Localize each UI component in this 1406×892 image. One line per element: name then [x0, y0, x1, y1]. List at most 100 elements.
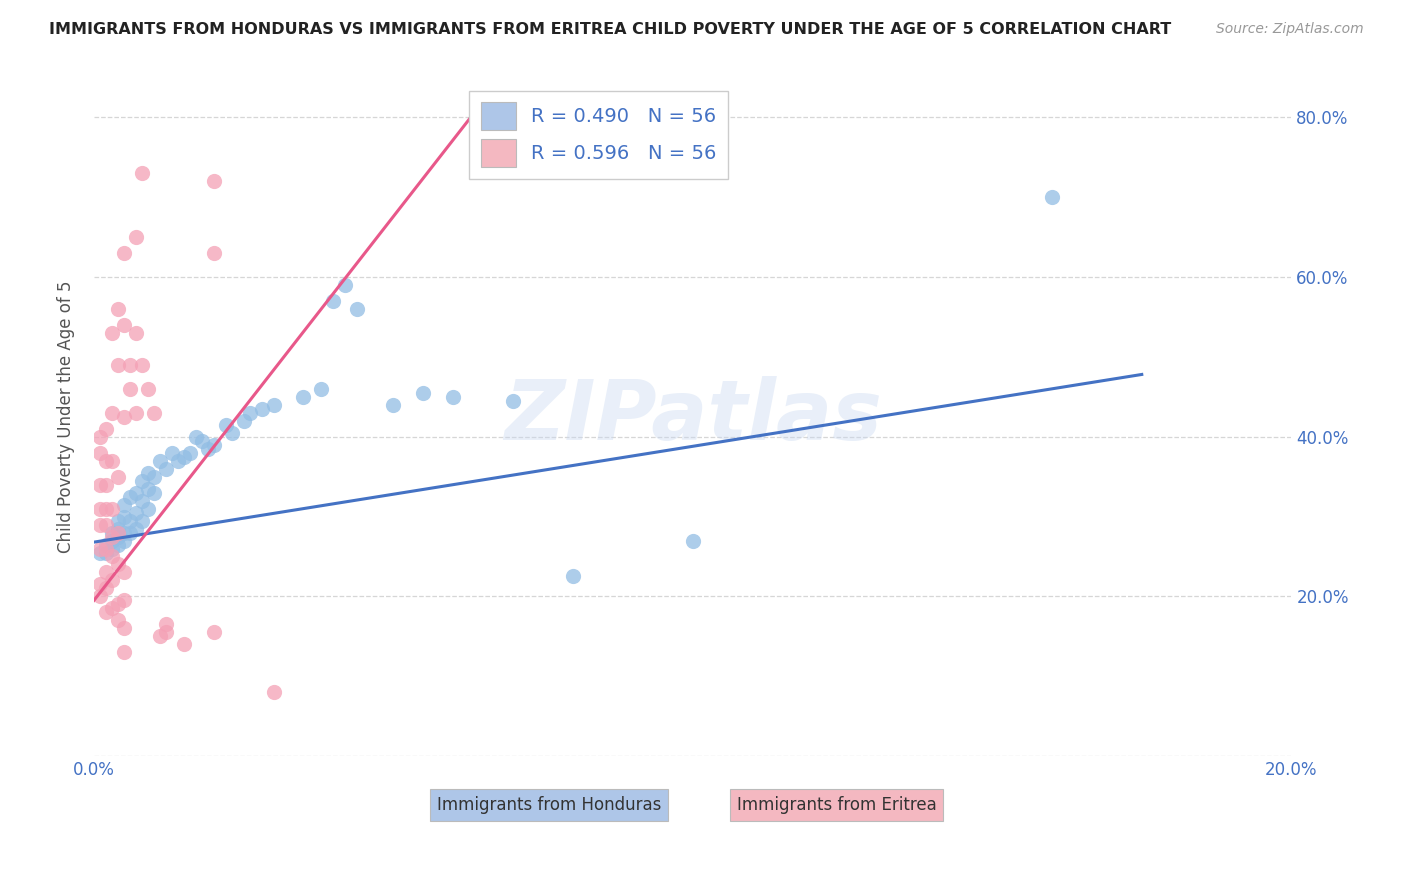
Point	[202, 438, 225, 452]
Point	[335, 278, 357, 293]
Point	[107, 558, 129, 572]
Point	[155, 617, 177, 632]
Point	[125, 406, 148, 420]
Point	[173, 637, 195, 651]
Point	[112, 498, 135, 512]
Text: Source: ZipAtlas.com: Source: ZipAtlas.com	[1216, 22, 1364, 37]
Point	[131, 474, 153, 488]
Point	[107, 301, 129, 316]
Point	[89, 541, 111, 556]
Point	[190, 434, 212, 448]
Point	[149, 629, 172, 643]
Point	[142, 469, 165, 483]
Point	[184, 430, 207, 444]
Legend: R = 0.490   N = 56, R = 0.596   N = 56: R = 0.490 N = 56, R = 0.596 N = 56	[468, 91, 728, 178]
Point	[125, 230, 148, 244]
Point	[94, 537, 117, 551]
Point	[112, 318, 135, 332]
Point	[202, 246, 225, 260]
Point	[112, 593, 135, 607]
Point	[94, 453, 117, 467]
Point	[125, 522, 148, 536]
Point	[160, 446, 183, 460]
Point	[382, 398, 405, 412]
Point	[89, 577, 111, 591]
Point	[136, 501, 159, 516]
Point	[118, 525, 141, 540]
Text: IMMIGRANTS FROM HONDURAS VS IMMIGRANTS FROM ERITREA CHILD POVERTY UNDER THE AGE : IMMIGRANTS FROM HONDURAS VS IMMIGRANTS F…	[49, 22, 1171, 37]
Point	[197, 442, 219, 456]
Point	[250, 401, 273, 416]
Point	[89, 590, 111, 604]
Point	[136, 482, 159, 496]
Point	[131, 514, 153, 528]
Point	[155, 625, 177, 640]
Point	[107, 530, 129, 544]
Point	[101, 326, 124, 340]
Point	[173, 450, 195, 464]
Point	[112, 645, 135, 659]
Point	[322, 293, 344, 308]
Point	[101, 541, 124, 556]
Point	[561, 569, 583, 583]
Point	[112, 525, 135, 540]
Point	[101, 406, 124, 420]
Point	[166, 453, 188, 467]
Point	[107, 525, 129, 540]
Point	[136, 382, 159, 396]
Point	[107, 613, 129, 627]
Point	[112, 621, 135, 635]
Point	[131, 358, 153, 372]
Point	[131, 166, 153, 180]
Point	[142, 406, 165, 420]
Point	[89, 517, 111, 532]
Text: Immigrants from Honduras: Immigrants from Honduras	[437, 796, 661, 814]
Point	[101, 549, 124, 564]
Point	[118, 382, 141, 396]
Point	[94, 422, 117, 436]
Point	[202, 625, 225, 640]
Point	[502, 393, 524, 408]
Point	[107, 469, 129, 483]
Point	[101, 533, 124, 548]
Point	[125, 326, 148, 340]
Point	[94, 582, 117, 596]
Point	[214, 417, 236, 432]
Point	[89, 477, 111, 491]
Point	[682, 533, 704, 548]
Y-axis label: Child Poverty Under the Age of 5: Child Poverty Under the Age of 5	[58, 280, 75, 553]
Point	[125, 485, 148, 500]
Point	[89, 501, 111, 516]
Point	[263, 398, 285, 412]
Point	[142, 485, 165, 500]
Point	[94, 501, 117, 516]
Point	[263, 685, 285, 699]
Point	[101, 525, 124, 540]
Point	[232, 414, 254, 428]
Point	[179, 446, 201, 460]
Point	[112, 409, 135, 424]
Point	[107, 514, 129, 528]
Point	[94, 517, 117, 532]
Point	[112, 246, 135, 260]
Point	[346, 301, 368, 316]
Point	[101, 501, 124, 516]
Point	[441, 390, 464, 404]
Point	[107, 522, 129, 536]
Point	[101, 530, 124, 544]
Point	[94, 477, 117, 491]
Point	[94, 545, 117, 559]
Point	[221, 425, 243, 440]
Point	[239, 406, 262, 420]
Point	[94, 566, 117, 580]
Point	[89, 446, 111, 460]
Point	[149, 453, 172, 467]
Point	[101, 453, 124, 467]
Point	[1040, 190, 1063, 204]
Point	[107, 537, 129, 551]
Point	[131, 493, 153, 508]
Point	[118, 490, 141, 504]
Text: Immigrants from Eritrea: Immigrants from Eritrea	[737, 796, 936, 814]
Point	[118, 514, 141, 528]
Point	[292, 390, 315, 404]
